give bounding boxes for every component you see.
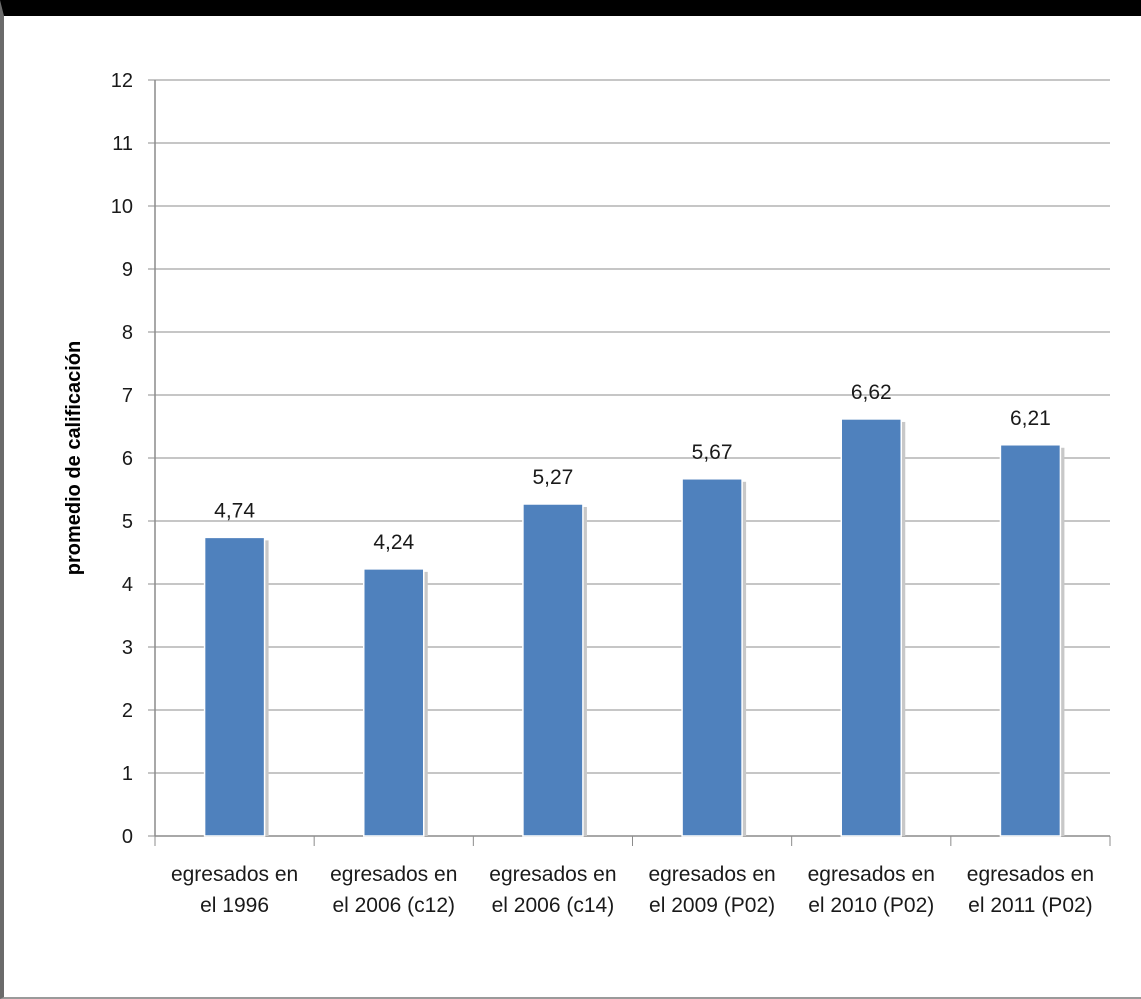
x-tick-label-line: egresados en xyxy=(967,863,1094,886)
y-tick-label: 5 xyxy=(122,511,133,533)
gridlines xyxy=(155,79,1110,774)
y-tick-label: 8 xyxy=(122,322,133,344)
data-label: 6,62 xyxy=(851,381,892,404)
y-tick-label: 6 xyxy=(122,448,133,470)
y-tick-label: 12 xyxy=(111,70,133,92)
data-label: 5,27 xyxy=(532,466,573,489)
x-tick-label-line: el 2006 (c12) xyxy=(332,894,455,917)
x-tick-label: egresados en el 2006 (c12) xyxy=(330,863,457,917)
y-tick-label: 10 xyxy=(111,196,133,218)
bar xyxy=(840,418,902,837)
data-label: 4,24 xyxy=(373,531,414,554)
bar xyxy=(681,478,743,837)
x-tick-label-line: egresados en xyxy=(648,863,775,886)
bar xyxy=(999,444,1062,837)
data-labels: 4,74 4,24 5,27 5,67 6,62 6,21 xyxy=(214,381,1051,554)
y-tick-label: 1 xyxy=(122,763,133,785)
x-tick-label-line: el 2011 (P02) xyxy=(968,894,1093,917)
x-tick-label: egresados en el 2006 (c14) xyxy=(489,863,616,917)
y-tick-label: 3 xyxy=(122,637,133,659)
x-tick-label-line: egresados en xyxy=(808,863,935,886)
y-tick-label: 2 xyxy=(122,700,133,722)
y-tick-label: 9 xyxy=(122,259,133,281)
x-tick-label-line: egresados en xyxy=(330,863,457,886)
x-tick-label-line: egresados en xyxy=(171,863,298,886)
x-tick-label: egresados en el 2009 (P02) xyxy=(648,863,775,917)
data-label: 4,74 xyxy=(214,499,255,522)
x-tick-label: egresados en el 2010 (P02) xyxy=(808,863,935,917)
x-tick-label-line: el 2010 (P02) xyxy=(808,894,934,917)
y-tick-label: 4 xyxy=(122,574,133,596)
x-axis: egresados en el 1996 egresados en el 2006 (… xyxy=(154,835,1111,917)
bar xyxy=(522,503,584,837)
x-tick-label-line: el 2006 (c14) xyxy=(492,894,615,917)
bar xyxy=(203,536,266,837)
data-label: 5,67 xyxy=(692,441,733,464)
x-tick-label-line: el 1996 xyxy=(200,894,269,917)
data-label: 6,21 xyxy=(1010,407,1051,430)
x-tick-label: egresados en el 2011 (P02) xyxy=(967,863,1094,917)
x-tick-label: egresados en el 1996 xyxy=(171,863,298,917)
bar xyxy=(363,568,425,837)
y-tick-label: 0 xyxy=(122,826,133,848)
y-tick-label: 11 xyxy=(112,133,133,155)
y-axis-title: promedio de calificación xyxy=(63,341,85,576)
y-tick-label: 7 xyxy=(122,385,133,407)
bars xyxy=(203,418,1065,837)
x-tick-label-line: el 2009 (P02) xyxy=(649,894,775,917)
x-tick-label-line: egresados en xyxy=(489,863,616,886)
